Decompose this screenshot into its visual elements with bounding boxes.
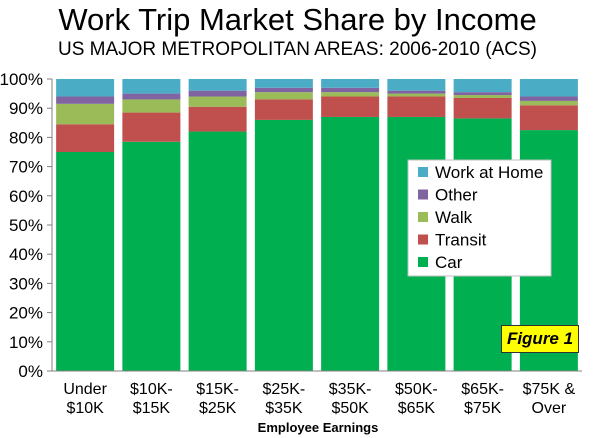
x-tick-label: $75K — [464, 400, 502, 417]
y-tick-label: 0% — [18, 362, 43, 381]
legend-box — [407, 159, 552, 277]
x-tick-label: $15K — [133, 400, 171, 417]
y-tick-label: 20% — [9, 304, 43, 323]
y-tick-label: 40% — [9, 245, 43, 264]
x-tick-label: $10K — [66, 400, 104, 417]
bar-segment-transit — [56, 124, 115, 152]
bar-segment-work-at-home — [519, 79, 578, 97]
bar-segment-work-at-home — [387, 79, 446, 91]
x-tick-label: $50K — [331, 400, 369, 417]
bar-segment-car — [122, 141, 181, 371]
y-tick-label: 90% — [9, 99, 43, 118]
legend-swatch-work-at-home — [418, 167, 428, 177]
chart-subtitle: US MAJOR METROPOLITAN AREAS: 2006-2010 (… — [57, 39, 537, 60]
bar-segment-other — [188, 90, 247, 97]
legend-label-work-at-home: Work at Home — [435, 163, 543, 182]
legend-swatch-other — [418, 189, 428, 200]
bar-segment-walk — [519, 100, 578, 106]
bar-segment-walk — [56, 103, 115, 125]
bar-segment-car — [188, 131, 247, 371]
bar-segment-other — [122, 93, 181, 100]
bar-segment-walk — [387, 93, 446, 97]
bar-segment-work-at-home — [254, 79, 313, 88]
y-tick-label: 10% — [9, 333, 43, 352]
chart-title: Work Trip Market Share by Income — [58, 2, 537, 37]
y-tick-label: 80% — [9, 128, 43, 147]
legend-swatch-car — [418, 257, 428, 267]
x-tick-label: $10K- — [130, 381, 173, 398]
bar-segment-other — [321, 87, 380, 93]
bar-segment-work-at-home — [56, 79, 115, 97]
legend-label-other: Other — [435, 186, 478, 205]
x-tick-label: $15K- — [196, 381, 239, 398]
bar-segment-work-at-home — [122, 79, 181, 94]
bar-segment-transit — [122, 112, 181, 142]
bar-segment-transit — [321, 96, 380, 117]
legend-swatch-walk — [418, 212, 428, 222]
x-tick-label: $25K- — [263, 381, 306, 398]
legend-label-transit: Transit — [435, 231, 487, 250]
bar-segment-car — [56, 152, 115, 371]
bar-segment-other — [519, 96, 578, 101]
bar-segment-work-at-home — [453, 79, 512, 93]
legend-label-car: Car — [435, 253, 463, 272]
bar-segment-work-at-home — [188, 79, 247, 91]
bar-segment-work-at-home — [321, 79, 380, 88]
x-tick-label: $65K- — [461, 381, 504, 398]
bar-segment-transit — [387, 96, 446, 117]
bar-segment-other — [254, 87, 313, 93]
x-tick-label: $75K & — [523, 381, 576, 398]
x-tick-label: $25K — [199, 400, 237, 417]
bar-segment-walk — [321, 92, 380, 97]
bar-segment-car — [321, 116, 380, 372]
bar-segment-transit — [188, 106, 247, 132]
bar-segment-walk — [254, 92, 313, 100]
y-tick-label: 100% — [0, 70, 43, 89]
x-tick-label: $50K- — [395, 381, 438, 398]
y-tick-label: 60% — [9, 187, 43, 206]
x-tick-label: $35K — [265, 400, 303, 417]
y-tick-label: 70% — [9, 158, 43, 177]
x-tick-label: $35K- — [329, 381, 372, 398]
bar-segment-walk — [122, 99, 181, 113]
bar-segment-other — [387, 90, 446, 94]
figure-label: Figure 1 — [501, 325, 579, 353]
x-axis-title: Employee Earnings — [258, 420, 379, 435]
bar-segment-walk — [188, 96, 247, 107]
x-tick-label: Over — [532, 400, 567, 417]
bar-segment-transit — [519, 105, 578, 131]
legend-label-walk: Walk — [435, 208, 473, 227]
legend-swatch-transit — [418, 234, 428, 245]
bar-segment-walk — [453, 95, 512, 98]
bar-segment-car — [254, 119, 313, 371]
bar-segment-transit — [254, 99, 313, 120]
bar-segment-other — [453, 92, 512, 96]
bar-segment-other — [56, 96, 115, 104]
x-tick-label: $65K — [398, 400, 436, 417]
x-tick-label: Under — [63, 381, 107, 398]
y-tick-label: 50% — [9, 216, 43, 235]
bar-segment-transit — [453, 97, 512, 119]
y-tick-label: 30% — [9, 274, 43, 293]
